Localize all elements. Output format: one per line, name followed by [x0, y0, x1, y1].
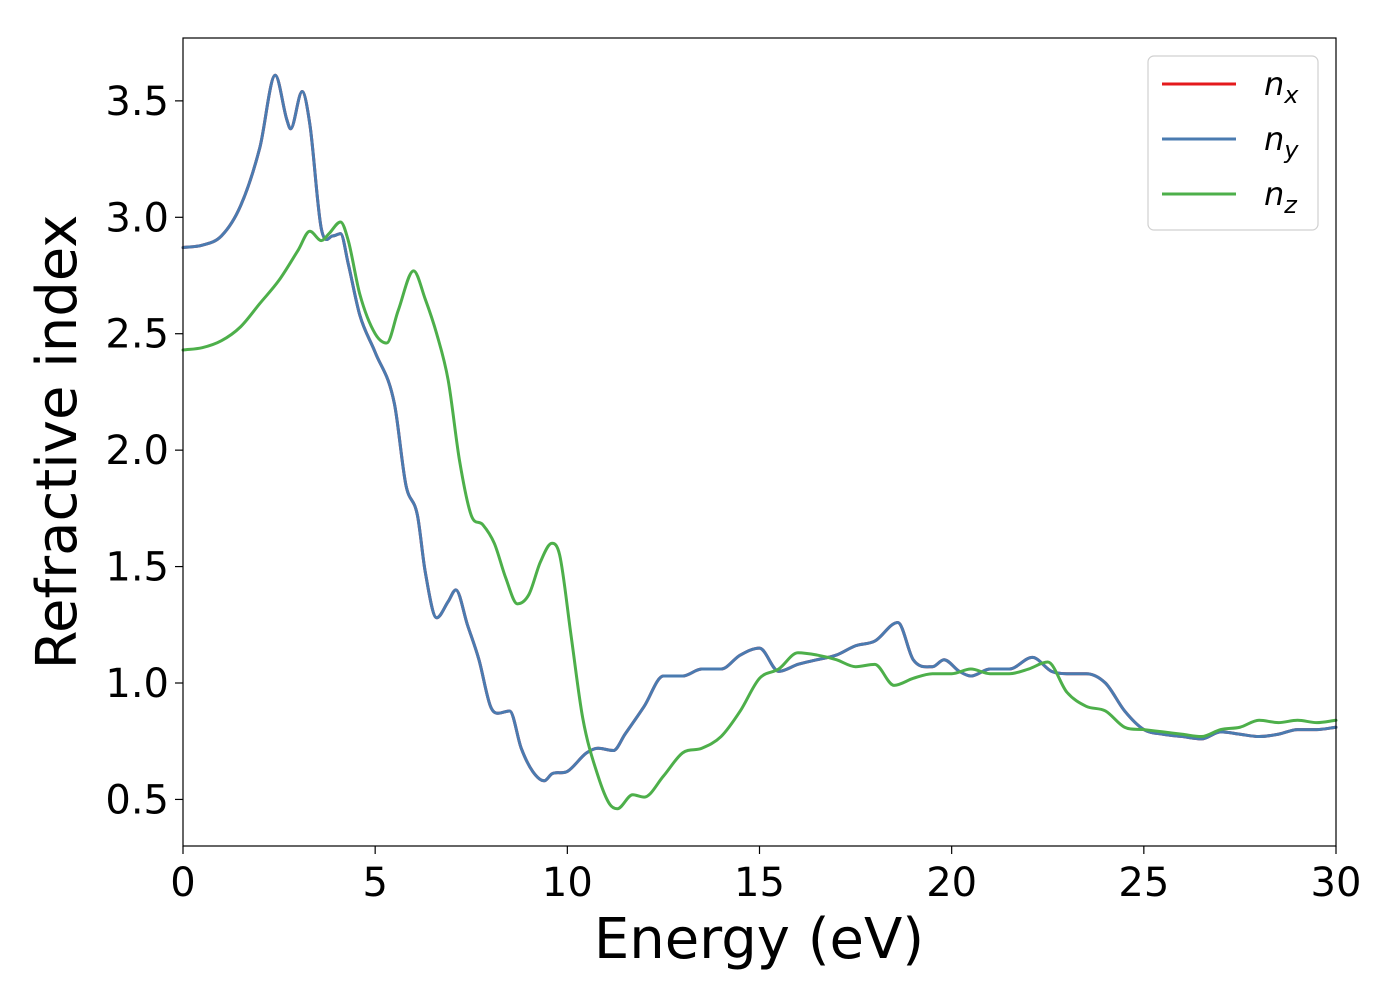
- legend: nx ny nz: [1147, 55, 1319, 231]
- y-tick-label: 2.5: [105, 312, 169, 358]
- y-axis: 0.5 1.0 1.5 2.0 2.5 3.0 3.5: [105, 79, 183, 823]
- x-axis-title: Energy (eV): [594, 907, 924, 972]
- x-tick-label: 10: [542, 860, 593, 906]
- series-layer: [181, 73, 1338, 811]
- legend-label-z: nz: [1264, 175, 1298, 219]
- legend-label-x: nx: [1264, 65, 1299, 109]
- x-tick-label: 0: [170, 860, 195, 906]
- y-tick-label: 1.5: [105, 545, 169, 591]
- x-tick-label: 30: [1311, 860, 1362, 906]
- y-tick-label: 3.5: [105, 79, 169, 125]
- y-tick-label: 0.5: [105, 777, 169, 823]
- plot-background: [183, 38, 1336, 846]
- x-tick-label: 25: [1118, 860, 1169, 906]
- y-tick-label: 1.0: [105, 661, 169, 707]
- y-tick-label: 3.0: [105, 195, 169, 241]
- series-line-n-y: [181, 73, 1338, 783]
- y-axis-title: Refractive index: [25, 215, 90, 670]
- x-tick-label: 20: [926, 860, 977, 906]
- y-tick-label: 2.0: [105, 428, 169, 474]
- x-tick-label: 5: [362, 860, 387, 906]
- legend-box: [1147, 55, 1319, 231]
- x-tick-label: 15: [734, 860, 785, 906]
- legend-label-y: ny: [1264, 120, 1299, 164]
- series-line-n-z: [181, 220, 1338, 811]
- x-axis: 0 5 10 15 20 25 30: [170, 846, 1361, 906]
